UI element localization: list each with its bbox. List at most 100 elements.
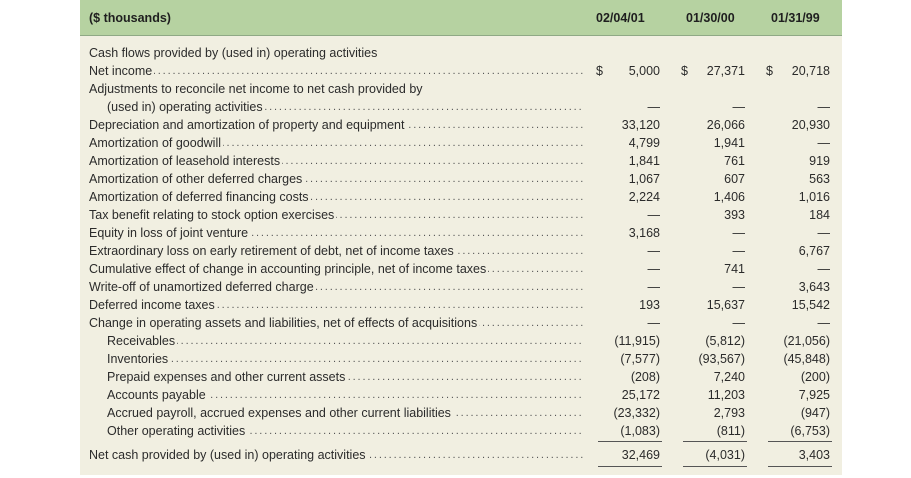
- cash-flow-table: ($ thousands) 02/04/01 01/30/00 01/31/99…: [80, 0, 842, 475]
- table-row: Amortization of other deferred charges 1…: [80, 170, 842, 188]
- cell-value: 1,067: [628, 172, 660, 186]
- dollar-sign: $: [766, 64, 773, 78]
- cell-value: (1,083): [620, 424, 660, 438]
- cell-value: —: [732, 244, 746, 258]
- cell-value: 1,841: [628, 154, 660, 168]
- cell-value: (23,332): [613, 406, 660, 420]
- cell-value: 3,643: [798, 280, 830, 294]
- table-row: Extraordinary loss on early retirement o…: [80, 242, 842, 260]
- cell-value: 741: [724, 262, 745, 276]
- cell-value: 393: [724, 208, 745, 222]
- row-label: Accounts payable: [107, 388, 208, 402]
- total-value: (4,031): [705, 448, 745, 462]
- units-label: ($ thousands): [89, 11, 171, 25]
- table-row: Receivables (11,915) (5,812) (21,056): [80, 332, 842, 350]
- table-body: Cash flows provided by (used in) operati…: [80, 44, 842, 467]
- cell-value: (811): [716, 424, 745, 438]
- cell-value: 919: [809, 154, 830, 168]
- cell-value: 11,203: [707, 388, 745, 402]
- table-row: Amortization of goodwill 4,799 1,941 —: [80, 134, 842, 152]
- cell-value: 1,016: [798, 190, 830, 204]
- table-row: Equity in loss of joint venture 3,168 — …: [80, 224, 842, 242]
- table-row: Accounts payable 25,172 11,203 7,925: [80, 386, 842, 404]
- cell-value: 20,930: [791, 118, 830, 132]
- cell-value: (208): [630, 370, 660, 384]
- cell-value: (45,848): [783, 352, 830, 366]
- cell-value: —: [817, 100, 831, 114]
- row-label: Adjustments to reconcile net income to n…: [89, 82, 425, 96]
- table-row: Net income $ 5,000 $ 27,371 $ 20,718: [80, 62, 842, 80]
- cell-value: —: [817, 136, 831, 150]
- row-label: Change in operating assets and liabiliti…: [89, 316, 480, 330]
- table-row: Tax benefit relating to stock option exe…: [80, 206, 842, 224]
- cell-value: —: [647, 244, 661, 258]
- row-label: Other operating activities: [107, 424, 248, 438]
- row-label: Net income: [89, 64, 155, 78]
- cell-value: 15,637: [706, 298, 745, 312]
- row-label: Inventories: [107, 352, 171, 366]
- cell-value: (21,056): [783, 334, 830, 348]
- row-label: Tax benefit relating to stock option exe…: [89, 208, 337, 222]
- cell-value: 33,120: [621, 118, 660, 132]
- row-label: Amortization of other deferred charges: [89, 172, 305, 186]
- cell-value: 1,406: [713, 190, 745, 204]
- table-row: Amortization of leasehold interests 1,84…: [80, 152, 842, 170]
- row-label: Deferred income taxes: [89, 298, 217, 312]
- table-row: Cumulative effect of change in accountin…: [80, 260, 842, 278]
- section-heading: Cash flows provided by (used in) operati…: [80, 44, 842, 62]
- cell-value: —: [732, 100, 746, 114]
- cell-value: 20,718: [791, 64, 830, 78]
- row-label: Extraordinary loss on early retirement o…: [89, 244, 456, 258]
- cell-value: 4,799: [628, 136, 660, 150]
- cell-value: 761: [724, 154, 745, 168]
- cell-value: 27,371: [706, 64, 745, 78]
- table-row: Write-off of unamortized deferred charge…: [80, 278, 842, 296]
- row-label: Equity in loss of joint venture: [89, 226, 251, 240]
- row-label: Write-off of unamortized deferred charge: [89, 280, 316, 294]
- dollar-sign: $: [681, 64, 688, 78]
- total-rule: [768, 466, 832, 467]
- cell-value: (947): [800, 406, 830, 420]
- cell-value: —: [732, 316, 746, 330]
- cell-value: —: [647, 100, 661, 114]
- cell-value: 1,941: [713, 136, 745, 150]
- cell-value: —: [647, 316, 661, 330]
- column-header-2001: 02/04/01: [596, 11, 645, 25]
- total-rule: [598, 466, 662, 467]
- cell-value: 6,767: [798, 244, 830, 258]
- cell-value: 7,925: [798, 388, 830, 402]
- cell-value: 3,168: [628, 226, 660, 240]
- cell-value: (5,812): [705, 334, 745, 348]
- column-header-1999: 01/31/99: [771, 11, 820, 25]
- row-label: Cumulative effect of change in accountin…: [89, 262, 489, 276]
- cell-value: 2,224: [628, 190, 660, 204]
- table-row: Prepaid expenses and other current asset…: [80, 368, 842, 386]
- total-value: 32,469: [621, 448, 660, 462]
- cell-value: 26,066: [706, 118, 745, 132]
- cell-value: 2,793: [713, 406, 745, 420]
- table-row: Amortization of deferred financing costs…: [80, 188, 842, 206]
- cell-value: 193: [639, 298, 660, 312]
- cell-value: —: [732, 226, 746, 240]
- cell-value: —: [817, 262, 831, 276]
- cell-value: 563: [809, 172, 830, 186]
- row-label: Depreciation and amortization of propert…: [89, 118, 407, 132]
- cell-value: 7,240: [713, 370, 745, 384]
- cell-value: —: [647, 280, 661, 294]
- table-row: Other operating activities (1,083) (811)…: [80, 422, 842, 442]
- cell-value: 184: [809, 208, 830, 222]
- table-row: Deferred income taxes 193 15,637 15,542: [80, 296, 842, 314]
- cell-value: (200): [800, 370, 830, 384]
- cell-value: 607: [724, 172, 745, 186]
- table-row: (used in) operating activities — — —: [80, 98, 842, 116]
- table-row: Depreciation and amortization of propert…: [80, 116, 842, 134]
- table-row: Change in operating assets and liabiliti…: [80, 314, 842, 332]
- row-label: (used in) operating activities: [107, 100, 265, 114]
- cell-value: 25,172: [621, 388, 660, 402]
- cell-value: (11,915): [614, 334, 660, 348]
- row-label: Amortization of deferred financing costs: [89, 190, 311, 204]
- total-row: Net cash provided by (used in) operating…: [80, 446, 842, 467]
- table-row: Accrued payroll, accrued expenses and ot…: [80, 404, 842, 422]
- total-value: 3,403: [798, 448, 830, 462]
- subtotal-rule: [598, 441, 662, 442]
